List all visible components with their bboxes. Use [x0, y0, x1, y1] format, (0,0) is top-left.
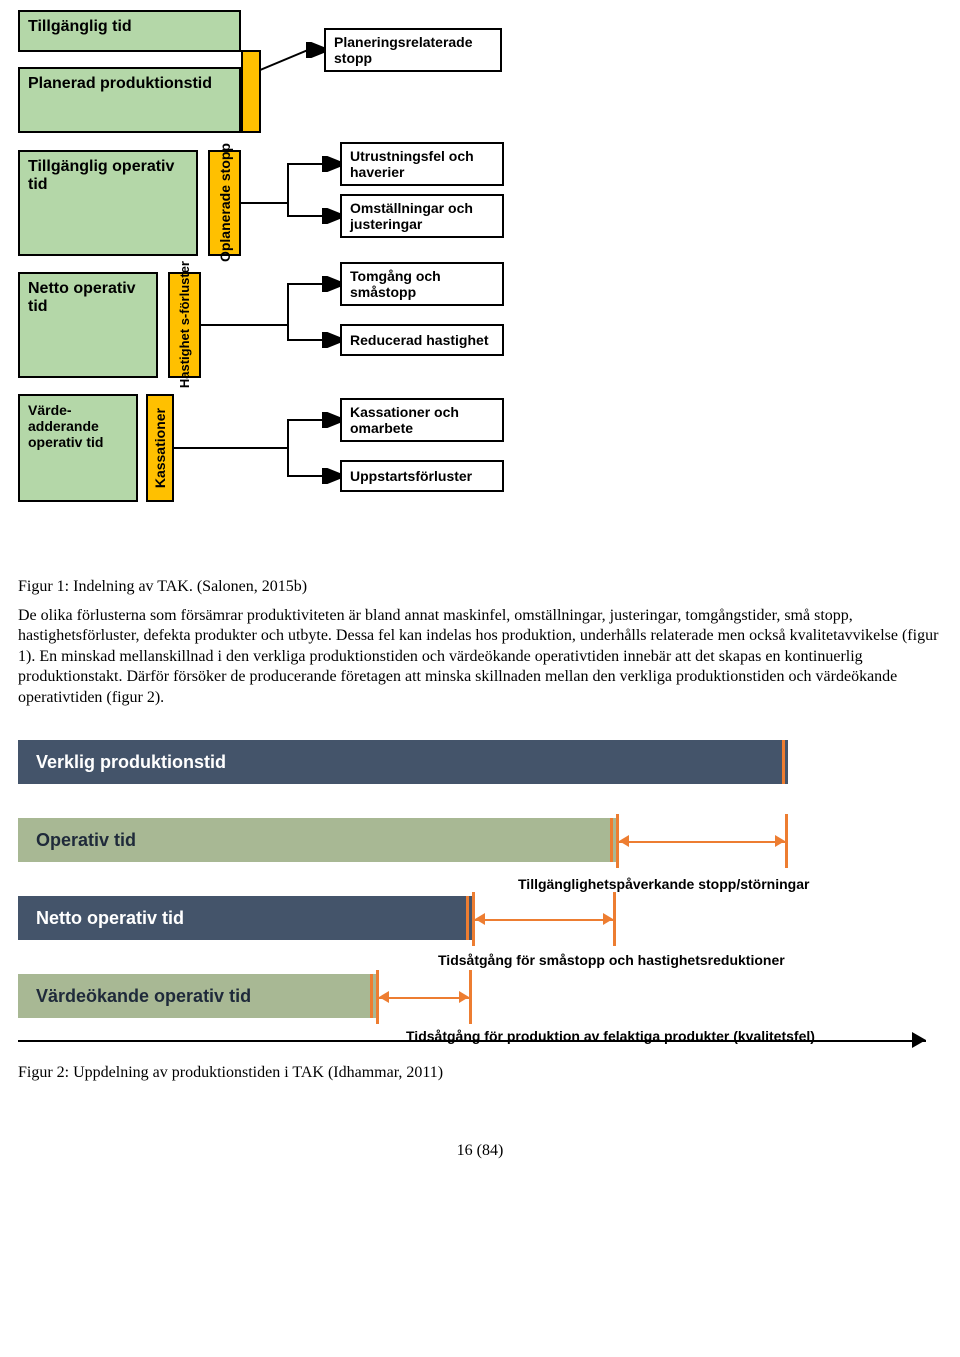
figure-1-caption: Figur 1: Indelning av TAK. (Salonen, 201… [18, 578, 942, 596]
time-axis-arrow [912, 1032, 926, 1048]
green-tillganglig-tid: Tillgänglig tid [18, 10, 241, 52]
page-number: 16 (84) [18, 1142, 942, 1160]
white-utrustnings: Utrustningsfel och haverier [340, 142, 504, 186]
label: Tomgång och småstopp [350, 268, 494, 300]
label: Omställningar och justeringar [350, 200, 494, 232]
measure-3 [376, 970, 472, 1024]
white-planerings: Planeringsrelaterade stopp [324, 28, 502, 72]
label: Planeringsrelaterade stopp [334, 34, 492, 66]
bar-netto: Netto operativ tid [18, 896, 472, 940]
white-kassationer-omarbete: Kassationer och omarbete [340, 398, 504, 442]
yellow-hastighet: Hastighet s-förluster [168, 272, 201, 378]
label: Planerad produktionstid [28, 75, 212, 93]
label: Oplanerade stopp [217, 143, 233, 262]
label: Reducerad hastighet [350, 332, 488, 348]
label: Hastighet s-förluster [177, 261, 192, 388]
measure-2 [472, 892, 616, 946]
body-paragraph: De olika förlusterna som försämrar produ… [18, 606, 942, 708]
label: Netto operativ tid [36, 908, 184, 929]
measure-2-label: Tidsåtgång för småstopp och hastighetsre… [438, 952, 785, 968]
yellow-overhang [241, 50, 261, 133]
bar-verklig: Verklig produktionstid [18, 740, 788, 784]
label: Kassationer [152, 408, 168, 488]
label: Uppstartsförluster [350, 468, 472, 484]
white-tomgang: Tomgång och småstopp [340, 262, 504, 306]
green-netto-operativ: Netto operativ tid [18, 272, 158, 378]
white-reducerad: Reducerad hastighet [340, 324, 504, 356]
label: Tillgänglig operativ tid [28, 158, 188, 194]
label: Netto operativ tid [28, 280, 148, 316]
yellow-oplanerade: Oplanerade stopp [208, 150, 241, 256]
bar-operativ: Operativ tid [18, 818, 616, 862]
label: Verklig produktionstid [36, 752, 226, 773]
figure-2: Verklig produktionstid Operativ tid Nett… [18, 728, 942, 1058]
white-uppstart: Uppstartsförluster [340, 460, 504, 492]
label: Tillgänglig tid [28, 18, 132, 36]
bar-vardeokande: Värdeökande operativ tid [18, 974, 376, 1018]
figure-1: Tillgänglig tid Planerad produktionstid … [18, 10, 942, 570]
time-axis [18, 1040, 926, 1042]
measure-1-label: Tillgänglighetspåverkande stopp/störning… [518, 876, 809, 892]
label: Utrustningsfel och haverier [350, 148, 494, 180]
yellow-kassationer: Kassationer [146, 394, 174, 502]
green-tillganglig-operativ: Tillgänglig operativ tid [18, 150, 198, 256]
measure-1 [616, 814, 788, 868]
label: Kassationer och omarbete [350, 404, 494, 436]
white-omstallningar: Omställningar och justeringar [340, 194, 504, 238]
figure-2-caption: Figur 2: Uppdelning av produktionstiden … [18, 1064, 942, 1082]
green-planerad: Planerad produktionstid [18, 67, 241, 133]
green-vardeadderande: Värde-adderande operativ tid [18, 394, 138, 502]
label: Operativ tid [36, 830, 136, 851]
label: Värde-adderande operativ tid [28, 402, 128, 450]
label: Värdeökande operativ tid [36, 986, 251, 1007]
